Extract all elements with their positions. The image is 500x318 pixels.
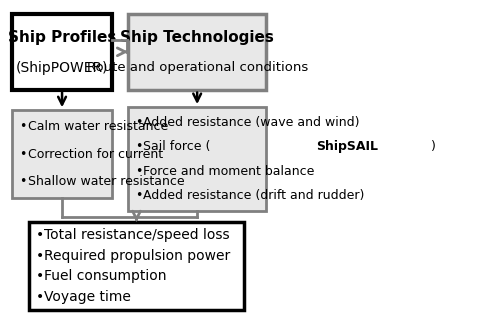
Text: Required propulsion power: Required propulsion power [44,249,230,263]
Text: Correction for current: Correction for current [28,148,162,161]
FancyBboxPatch shape [12,110,112,198]
Text: •: • [135,189,142,202]
Text: •: • [36,228,44,242]
Text: Shallow water resistance: Shallow water resistance [28,175,184,188]
Text: •: • [135,140,142,153]
Text: ): ) [432,140,436,153]
Text: Force and moment balance: Force and moment balance [144,165,315,178]
Text: Route and operational conditions: Route and operational conditions [86,61,308,74]
Text: ShipSAIL: ShipSAIL [316,140,378,153]
Text: Added resistance (wave and wind): Added resistance (wave and wind) [144,116,360,129]
Text: •: • [36,249,44,263]
Text: (ShipPOWER): (ShipPOWER) [16,61,108,75]
Text: •: • [20,121,26,134]
Text: Sail force (: Sail force ( [144,140,211,153]
Text: •: • [135,116,142,129]
Text: •: • [36,269,44,283]
Text: •: • [20,175,26,188]
Text: •: • [20,148,26,161]
FancyBboxPatch shape [128,107,266,211]
Text: Ship Profiles: Ship Profiles [8,30,116,45]
Text: Added resistance (drift and rudder): Added resistance (drift and rudder) [144,189,365,202]
Text: Ship Technologies: Ship Technologies [120,30,274,45]
Text: •: • [36,290,44,304]
Text: •: • [135,165,142,178]
Text: Total resistance/speed loss: Total resistance/speed loss [44,228,230,242]
Text: Fuel consumption: Fuel consumption [44,269,166,283]
Text: Voyage time: Voyage time [44,290,131,304]
FancyBboxPatch shape [128,14,266,90]
FancyBboxPatch shape [12,14,112,90]
FancyBboxPatch shape [29,222,244,310]
Text: Calm water resistance: Calm water resistance [28,121,168,134]
